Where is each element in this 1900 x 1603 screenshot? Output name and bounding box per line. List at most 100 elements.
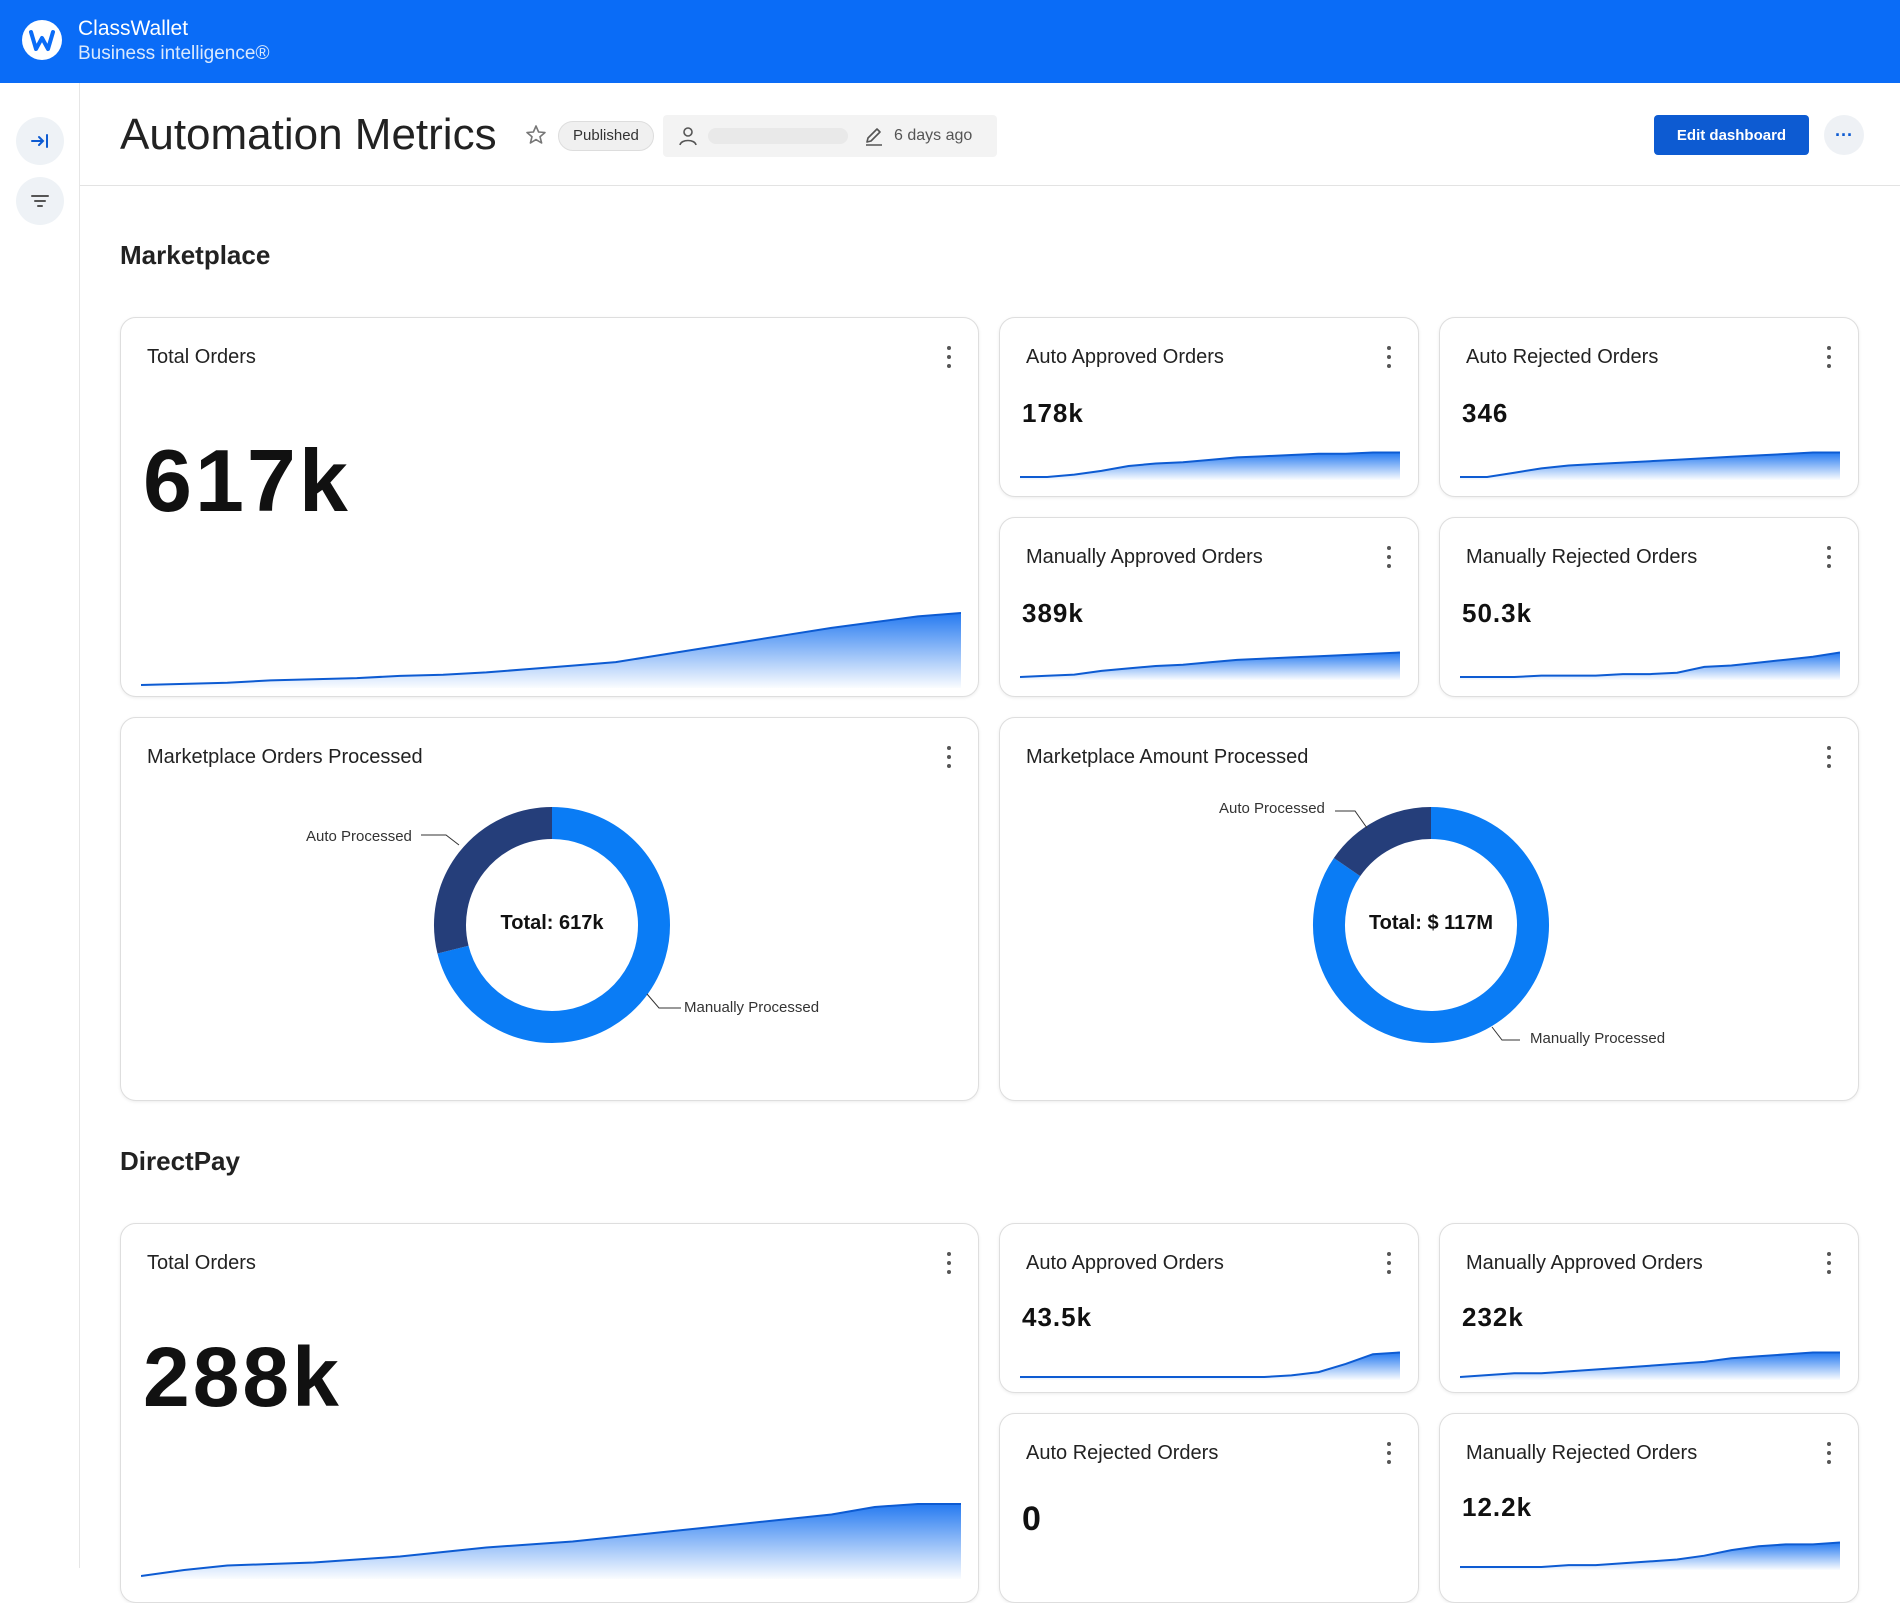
kpi-value: 50.3k (1462, 598, 1533, 628)
sparkline-area (141, 613, 961, 688)
kpi-value: 12.2k (1462, 1492, 1533, 1522)
sparkline-line (1020, 451, 1400, 478)
pencil-icon (866, 128, 882, 146)
donut-center-total: Total: $ 117M (1368, 912, 1494, 934)
card-title: Manually Rejected Orders (1466, 546, 1698, 568)
sparkline-area (1460, 1542, 1840, 1570)
top-bar: ClassWallet Business intelligence® (0, 0, 1900, 83)
user-icon (679, 127, 697, 146)
donut-slice-auto-processed (434, 807, 553, 954)
donut-chart (1313, 807, 1549, 1043)
sparkline-line (1460, 1541, 1840, 1568)
sparkline (141, 1503, 961, 1579)
kebab-icon[interactable] (1826, 1442, 1832, 1464)
sparkline-area (1020, 1352, 1400, 1380)
kebab-icon[interactable] (946, 346, 952, 368)
kebab-icon[interactable] (1386, 546, 1392, 568)
card-title: Marketplace Orders Processed (147, 746, 423, 768)
kpi-card-dp-manually-approved: Manually Approved Orders 232k (1439, 1223, 1859, 1393)
donut-label-auto: Auto Processed (306, 828, 412, 845)
kpi-value: 232k (1462, 1302, 1524, 1332)
donut-label-auto: Auto Processed (1219, 800, 1325, 817)
author-name-redacted (708, 128, 848, 144)
donut-label-manual: Manually Processed (1530, 1030, 1666, 1047)
kpi-value: 178k (1022, 398, 1084, 428)
expand-sidebar-icon (31, 134, 48, 148)
sparkline-area (1460, 652, 1840, 680)
donut-slice-manually-processed (1313, 807, 1549, 1043)
sparkline-line (1020, 651, 1400, 678)
kebab-icon[interactable] (1386, 1442, 1392, 1464)
card-title: Marketplace Amount Processed (1026, 746, 1309, 768)
sparkline (1460, 1351, 1840, 1380)
card-title: Manually Approved Orders (1026, 546, 1263, 568)
filter-icon (31, 195, 49, 207)
dashboard-header: Automation Metrics Published 6 days ago … (80, 83, 1900, 186)
page-title: Automation Metrics (120, 110, 497, 159)
classwallet-logo-icon[interactable] (20, 18, 64, 62)
kebab-icon[interactable] (946, 1252, 952, 1274)
sparkline-line (1020, 1351, 1400, 1378)
kpi-card-dp-auto-approved: Auto Approved Orders 43.5k (999, 1223, 1419, 1393)
sparkline (1020, 1351, 1400, 1380)
card-title: Manually Rejected Orders (1466, 1442, 1698, 1464)
kpi-value: 617k (143, 431, 351, 530)
sparkline-line (141, 612, 961, 686)
edit-dashboard-button[interactable]: Edit dashboard (1654, 115, 1809, 155)
sparkline-line (141, 1503, 961, 1577)
card-title: Auto Approved Orders (1026, 346, 1224, 368)
edited-timestamp: 6 days ago (894, 127, 973, 144)
sparkline-area (1020, 652, 1400, 680)
sparkline-area (1020, 452, 1400, 480)
sparkline (1020, 451, 1400, 480)
kpi-card-mp-auto-rejected: Auto Rejected Orders 346 (1439, 317, 1859, 497)
sparkline-line (1460, 1351, 1840, 1378)
sparkline-area (1460, 452, 1840, 480)
sparkline-line (1460, 451, 1840, 478)
sparkline (141, 612, 961, 688)
more-icon[interactable]: ··· (1824, 115, 1864, 155)
card-title: Auto Rejected Orders (1026, 1442, 1219, 1464)
kpi-card-mp-manually-approved: Manually Approved Orders 389k (999, 517, 1419, 697)
kebab-icon[interactable] (1386, 1252, 1392, 1274)
kpi-value: 389k (1022, 598, 1084, 628)
kebab-icon[interactable] (1386, 346, 1392, 368)
sparkline (1460, 1541, 1840, 1570)
kebab-icon[interactable] (946, 746, 952, 768)
kpi-card-mp-total-orders: Total Orders 617k (120, 317, 979, 697)
kpi-value: 43.5k (1022, 1302, 1093, 1332)
status-badge: Published (558, 121, 654, 151)
donut-slice-manually-processed (437, 807, 670, 1043)
expand-sidebar-button[interactable] (16, 117, 64, 165)
sparkline-line (1460, 651, 1840, 678)
left-rail (0, 83, 80, 1568)
kpi-card-dp-total-orders: Total Orders 288k (120, 1223, 979, 1603)
kebab-icon[interactable] (1826, 746, 1832, 768)
kpi-card-mp-auto-approved: Auto Approved Orders 178k (999, 317, 1419, 497)
chart-card-orders-processed: Marketplace Orders Processed Auto Proces… (120, 717, 979, 1101)
kpi-value: 346 (1462, 398, 1509, 428)
star-icon[interactable] (524, 123, 548, 147)
card-title: Manually Approved Orders (1466, 1252, 1703, 1274)
donut-center-total: Total: 617k (500, 912, 604, 934)
card-title: Auto Approved Orders (1026, 1252, 1224, 1274)
card-title: Auto Rejected Orders (1466, 346, 1659, 368)
kebab-icon[interactable] (1826, 1252, 1832, 1274)
kpi-value: 288k (143, 1330, 342, 1424)
author-meta: 6 days ago (663, 115, 997, 157)
donut-slice-auto-processed (1333, 807, 1432, 877)
kpi-card-mp-manually-rejected: Manually Rejected Orders 50.3k (1439, 517, 1859, 697)
sparkline (1460, 451, 1840, 480)
kebab-icon[interactable] (1826, 346, 1832, 368)
kpi-card-dp-auto-rejected: Auto Rejected Orders 0 (999, 1413, 1419, 1603)
card-title: Total Orders (147, 1252, 256, 1274)
section-title-marketplace: Marketplace (120, 240, 271, 270)
app-name: ClassWallet (78, 17, 189, 40)
sparkline (1460, 651, 1840, 680)
donut-chart (421, 807, 681, 1043)
chart-card-amount-processed: Marketplace Amount Processed Auto Proces… (999, 717, 1859, 1101)
card-title: Total Orders (147, 346, 256, 368)
filter-button[interactable] (16, 177, 64, 225)
section-title-directpay: DirectPay (120, 1146, 240, 1176)
kebab-icon[interactable] (1826, 546, 1832, 568)
